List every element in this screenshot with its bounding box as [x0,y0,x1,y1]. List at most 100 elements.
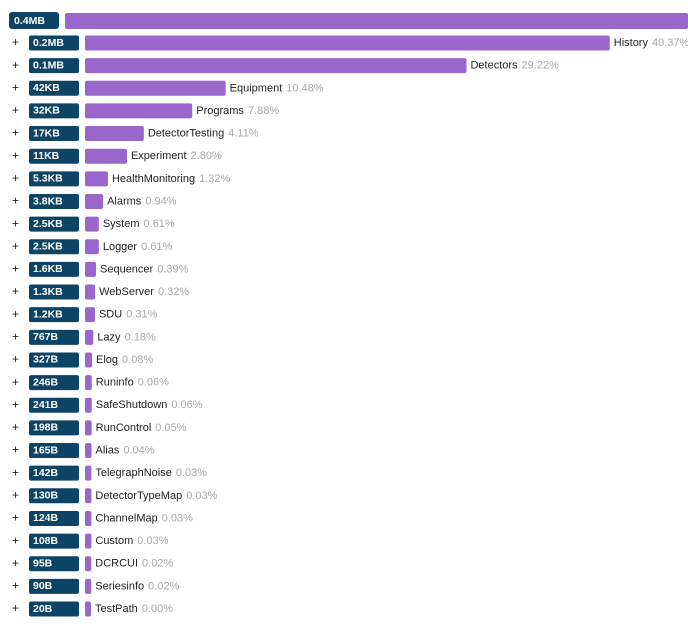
item-share: 0.03% [186,490,217,502]
item-share: 7.88% [248,105,279,117]
row-label: Sequencer 0.39% [100,263,189,275]
size-badge [29,556,79,572]
expand-toggle[interactable]: + [12,80,19,94]
row-label: Elog 0.08% [96,354,153,366]
share-bar [85,126,144,142]
item-name: Sequencer [100,263,154,275]
size-label: 42KB [33,82,60,94]
size-badge [29,193,79,209]
size-badge [29,261,79,277]
row-label: WebServer 0.32% [99,286,189,298]
share-bar [85,443,92,459]
expand-toggle[interactable]: + [12,601,19,615]
share-bar [85,329,94,345]
item-share: 0.02% [142,558,173,570]
row-label: Logger 0.61% [103,241,173,253]
item-name: Logger [103,241,138,253]
expand-toggle[interactable]: + [12,262,19,276]
item-share: 0.06% [138,377,169,389]
item-share: 0.04% [123,444,154,456]
size-label: 767B [33,331,59,343]
expand-toggle[interactable]: + [12,126,19,140]
expand-toggle[interactable]: + [12,58,19,72]
expand-toggle[interactable]: + [12,307,19,321]
row-label: Equipment 10.48% [230,82,324,94]
share-bar [85,352,93,368]
item-name: Programs [196,105,244,117]
share-bar [85,420,92,436]
size-label: 17KB [33,127,60,139]
expand-toggle[interactable]: + [12,194,19,208]
share-bar [85,397,92,413]
item-name: Custom [95,535,133,547]
item-name: Alarms [107,195,142,207]
size-badge [29,420,79,436]
share-bar [85,171,108,187]
size-label: 198B [33,422,59,434]
root-badge [9,12,59,29]
size-badge [29,578,79,594]
expand-toggle[interactable]: + [12,284,19,298]
expand-toggle[interactable]: + [12,465,19,479]
size-label: 327B [33,354,59,366]
size-badge [29,171,79,187]
item-name: Detectors [470,60,518,72]
expand-toggle[interactable]: + [12,397,19,411]
row-label: Lazy 0.18% [97,331,156,343]
item-name: HealthMonitoring [112,173,195,185]
share-bar [85,193,104,209]
item-share: 1.32% [199,173,230,185]
size-badge [29,284,79,300]
expand-toggle[interactable]: + [12,556,19,570]
share-bar [85,533,92,549]
expand-toggle[interactable]: + [12,171,19,185]
expand-toggle[interactable]: + [12,239,19,253]
share-bar [85,307,95,323]
row-label: Alarms 0.94% [107,195,177,207]
item-share: 0.32% [158,286,189,298]
item-share: 10.48% [286,82,324,94]
row-label: Detectors 29.22% [470,60,559,72]
share-bar [85,375,92,391]
share-bar [85,556,92,572]
item-name: DetectorTesting [148,127,224,139]
expand-toggle[interactable]: + [12,443,19,457]
expand-toggle[interactable]: + [12,329,19,343]
item-share: 4.11% [228,127,259,139]
share-bar [85,578,92,594]
share-bar [85,148,127,164]
size-label: 1.3KB [33,286,63,298]
item-share: 0.94% [145,195,176,207]
expand-toggle[interactable]: + [12,35,19,49]
size-badge [29,533,79,549]
expand-toggle[interactable]: + [12,103,19,117]
row-label: TelegraphNoise 0.03% [95,467,207,479]
expand-toggle[interactable]: + [12,488,19,502]
expand-toggle[interactable]: + [12,420,19,434]
size-label: 1.6KB [33,263,63,275]
item-share: 0.03% [162,512,193,524]
expand-toggle[interactable]: + [12,511,19,525]
row-label: Alias 0.04% [96,444,155,456]
item-name: Runinfo [96,377,134,389]
expand-toggle[interactable]: + [12,579,19,593]
expand-toggle[interactable]: + [12,533,19,547]
item-name: DCRCUI [95,558,138,570]
item-name: Equipment [230,82,283,94]
item-share: 0.00% [142,603,173,615]
size-label: 2.5KB [33,218,63,230]
row-label: HealthMonitoring 1.32% [112,173,231,185]
size-label: 142B [33,467,59,479]
root-bar [65,13,688,29]
expand-toggle[interactable]: + [12,352,19,366]
share-bar [85,601,91,617]
size-label: 90B [33,580,53,592]
size-label: 0.2MB [33,37,64,49]
expand-toggle[interactable]: + [12,148,19,162]
expand-toggle[interactable]: + [12,216,19,230]
expand-toggle[interactable]: + [12,375,19,389]
share-bar [85,80,226,96]
item-name: WebServer [99,286,154,298]
item-name: TestPath [95,603,138,615]
size-badge [29,488,79,504]
